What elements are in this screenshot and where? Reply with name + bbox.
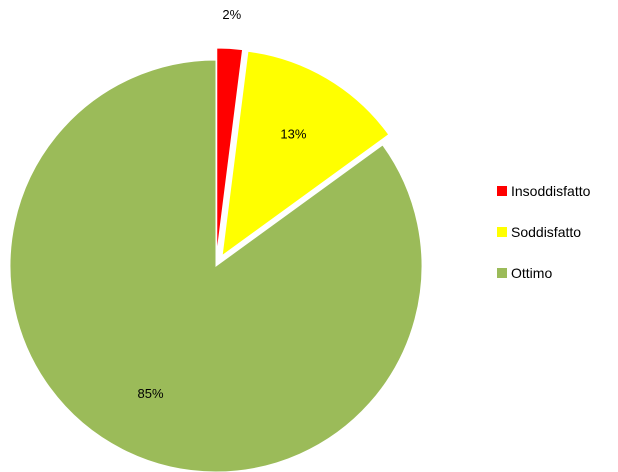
legend: Insoddisfatto Soddisfatto Ottimo xyxy=(497,182,590,305)
legend-item-soddisfatto: Soddisfatto xyxy=(497,223,590,241)
legend-label-insoddisfatto: Insoddisfatto xyxy=(511,183,591,199)
legend-label-ottimo: Ottimo xyxy=(511,265,553,281)
legend-item-ottimo: Ottimo xyxy=(497,264,590,282)
legend-label-soddisfatto: Soddisfatto xyxy=(511,224,582,240)
pie-slice-ottimo xyxy=(9,59,423,472)
legend-swatch-soddisfatto xyxy=(497,227,507,237)
data-label-ottimo: 85% xyxy=(138,386,164,401)
legend-swatch-insoddisfatto xyxy=(497,186,507,196)
legend-swatch-ottimo xyxy=(497,268,507,278)
pie-slice-insoddisfatto xyxy=(216,47,244,255)
pie-slice-soddisfatto xyxy=(221,50,390,257)
data-label-soddisfatto: 13% xyxy=(280,127,306,142)
legend-item-insoddisfatto: Insoddisfatto xyxy=(497,182,590,200)
data-label-insoddisfatto: 2% xyxy=(222,7,241,22)
